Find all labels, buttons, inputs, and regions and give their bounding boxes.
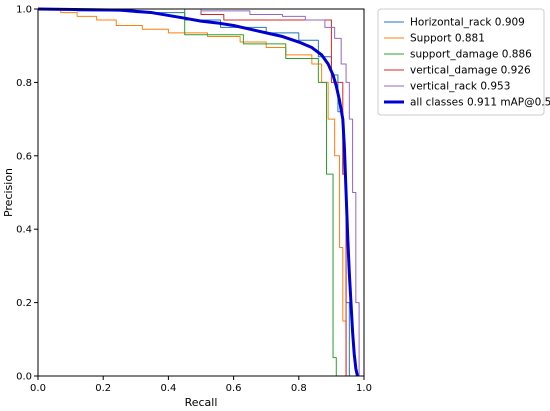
x-tick-label: 0.6 (226, 383, 242, 394)
y-tick-label: 0.0 (16, 372, 32, 383)
y-axis-title: Precision (2, 168, 15, 217)
pr-curve-3 (38, 8, 337, 376)
legend-label: Horizontal_rack 0.909 (410, 17, 525, 29)
pr-curve-5 (38, 8, 360, 376)
pr-curve-6 (37, 7, 359, 377)
legend-label: vertical_rack 0.953 (410, 81, 510, 93)
curves (37, 7, 360, 377)
legend: Horizontal_rack 0.909 Support 0.881 suppor… (377, 8, 550, 116)
x-axis-title: Recall (185, 396, 218, 409)
x-tick-label: 1.0 (356, 383, 372, 394)
x-axis-ticks: 0.0 0.2 0.4 0.6 0.8 1.0 (30, 376, 372, 394)
x-tick-label: 0.0 (30, 383, 46, 394)
y-tick-label: 0.6 (16, 151, 32, 162)
x-tick-label: 0.4 (160, 383, 176, 394)
plot-frame (37, 8, 365, 377)
x-tick-label: 0.2 (95, 383, 111, 394)
y-tick-label: 1.0 (16, 5, 32, 16)
y-tick-label: 0.2 (16, 298, 32, 309)
x-tick-label: 0.8 (291, 383, 307, 394)
legend-label: all classes 0.911 mAP@0.5 (410, 97, 550, 109)
pr-curve-2 (38, 8, 347, 376)
y-axis-ticks: 0.0 0.2 0.4 0.6 0.8 1.0 (16, 5, 38, 383)
legend-label: Support 0.881 (410, 33, 485, 45)
legend-label: vertical_damage 0.926 (410, 65, 531, 77)
legend-box (377, 8, 545, 116)
y-tick-label: 0.8 (16, 78, 32, 89)
legend-label: support_damage 0.886 (410, 49, 532, 61)
y-tick-label: 0.4 (16, 225, 32, 236)
